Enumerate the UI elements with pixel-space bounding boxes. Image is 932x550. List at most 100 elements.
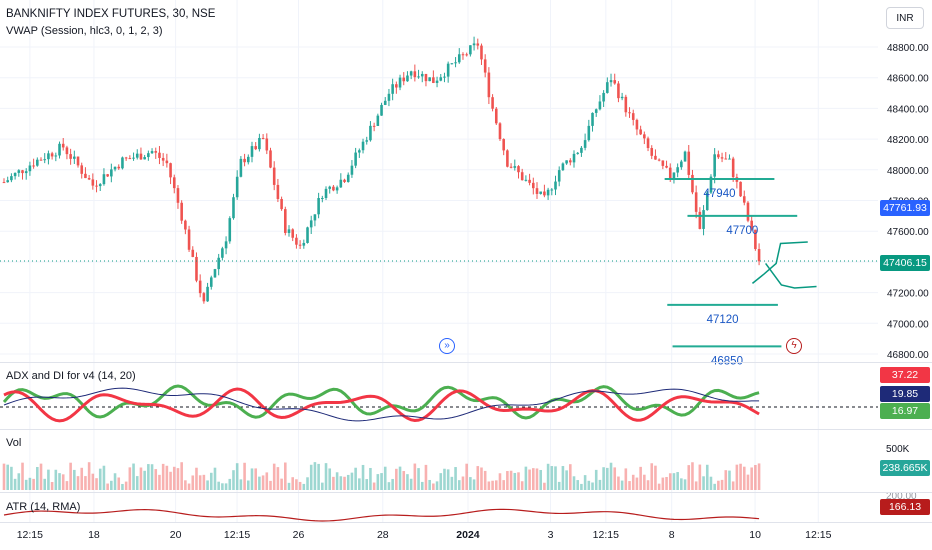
time-axis-label: 12:15 xyxy=(593,529,619,541)
pane-divider-volume[interactable] xyxy=(0,429,932,430)
candle-body xyxy=(376,115,380,126)
candle-body xyxy=(635,119,639,130)
volume-bar xyxy=(332,476,335,490)
volume-bar xyxy=(702,476,705,490)
candle-body xyxy=(750,220,753,230)
price-axis-label: 47600.00 xyxy=(887,227,929,238)
volume-bar xyxy=(376,474,380,490)
lightning-icon[interactable]: ϟ xyxy=(786,338,802,354)
time-axis-label: 12:15 xyxy=(17,529,43,541)
volume-bar xyxy=(180,462,183,490)
volume-bar xyxy=(36,466,39,490)
volume-bar xyxy=(680,478,683,490)
volume-bar xyxy=(80,467,84,490)
symbol-title[interactable]: BANKNIFTY INDEX FUTURES, 30, NSE xyxy=(6,8,216,20)
candle-body xyxy=(757,249,761,262)
volume-bar xyxy=(158,474,161,490)
volume-bar xyxy=(213,467,217,490)
candle-body xyxy=(572,153,576,163)
currency-button[interactable]: INR xyxy=(886,7,924,29)
candle-body xyxy=(509,166,513,168)
candle-body xyxy=(32,165,35,167)
candle-body xyxy=(243,158,246,163)
candle-body xyxy=(461,54,465,56)
candle-body xyxy=(465,54,468,56)
volume-bar xyxy=(32,478,35,490)
volume-bar xyxy=(217,481,220,490)
candle-body xyxy=(154,151,158,153)
candle-body xyxy=(302,242,306,246)
candle-body xyxy=(613,80,617,84)
candle-body xyxy=(383,100,387,105)
volume-bar xyxy=(65,481,69,490)
volume-bar xyxy=(380,473,383,490)
volume-bar xyxy=(184,480,187,490)
atr-legend[interactable]: ATR (14, RMA) xyxy=(6,501,81,513)
candle-body xyxy=(339,179,343,188)
candle-body xyxy=(36,159,39,166)
volume-bar xyxy=(395,468,398,490)
candle-body xyxy=(754,229,757,250)
candle-body xyxy=(324,188,328,198)
vwap-legend[interactable]: VWAP (Session, hlc3, 0, 1, 2, 3) xyxy=(6,25,163,37)
candle-body xyxy=(306,227,309,243)
price-axis-label: 48800.00 xyxy=(887,43,929,54)
volume-bar xyxy=(757,463,761,490)
candle-body xyxy=(598,101,602,110)
candle-body xyxy=(454,62,457,64)
candle-body xyxy=(272,167,276,185)
volume-bar xyxy=(272,463,276,490)
candle-body xyxy=(213,269,217,278)
volume-bar xyxy=(561,466,565,490)
pane-divider-atr[interactable] xyxy=(0,492,932,493)
candle-body xyxy=(591,112,594,126)
volume-bar xyxy=(532,468,535,490)
volume-bar xyxy=(713,483,716,490)
time-axis-label: 10 xyxy=(749,529,761,541)
volume-bar xyxy=(313,462,317,490)
candle-body xyxy=(602,92,605,102)
volume-bar xyxy=(321,482,324,490)
candle-body xyxy=(565,160,568,164)
candle-body xyxy=(550,189,554,191)
candle-body xyxy=(502,139,505,151)
volume-bar xyxy=(2,463,6,490)
volume-bar xyxy=(284,462,287,490)
horizontal-level-label: 47700 xyxy=(726,225,758,237)
time-axis-label: 18 xyxy=(88,529,100,541)
volume-bar xyxy=(276,467,280,490)
volume-bar xyxy=(572,476,576,490)
candle-body xyxy=(520,172,524,181)
volume-bar xyxy=(124,481,128,490)
adx-legend[interactable]: ADX and DI for v4 (14, 20) xyxy=(6,370,136,382)
candle-body xyxy=(713,154,716,177)
volume-legend[interactable]: Vol xyxy=(6,437,22,449)
pane-divider-adx[interactable] xyxy=(0,362,932,363)
volume-bar xyxy=(717,480,720,490)
candle-body xyxy=(624,96,628,113)
volume-bar xyxy=(150,464,154,490)
candle-body xyxy=(69,154,72,159)
candle-body xyxy=(705,192,709,211)
volume-bar xyxy=(54,469,58,490)
volume-bar xyxy=(154,469,158,490)
candle-body xyxy=(628,112,631,114)
volume-bar xyxy=(643,474,646,490)
volume-bar xyxy=(328,468,332,490)
price-axis-label: 48400.00 xyxy=(887,104,929,115)
volume-bar xyxy=(606,467,609,490)
candle-body xyxy=(606,82,609,93)
candle-body xyxy=(28,165,32,172)
volume-bar xyxy=(58,473,61,490)
candle-body xyxy=(694,192,698,212)
candle-body xyxy=(561,163,565,171)
volume-bar xyxy=(221,483,224,490)
fast-forward-icon[interactable]: » xyxy=(439,338,455,354)
candle-body xyxy=(395,84,398,88)
candle-body xyxy=(180,202,183,221)
volume-bar xyxy=(635,477,639,490)
candle-body xyxy=(620,96,624,99)
candle-body xyxy=(332,186,335,191)
time-axis-label: 26 xyxy=(293,529,305,541)
